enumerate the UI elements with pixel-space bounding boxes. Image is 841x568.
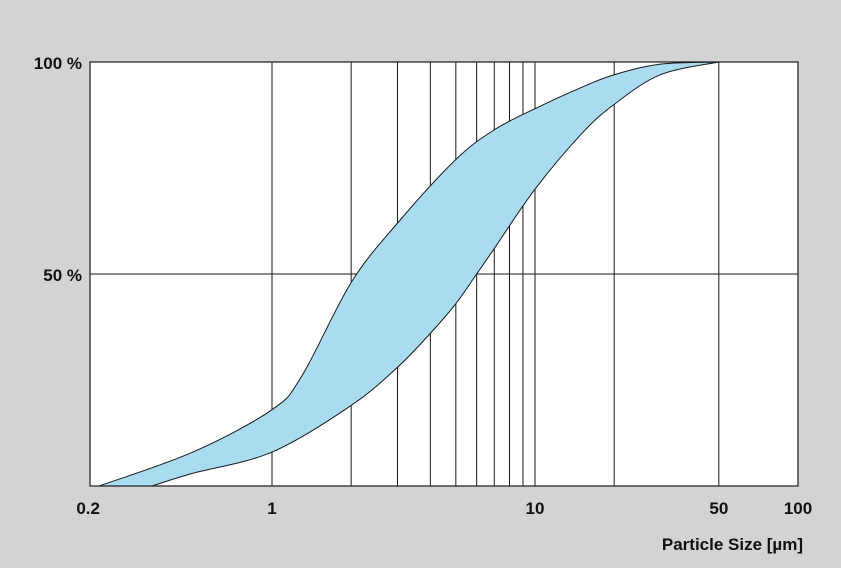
x-tick-label: 1 [267, 499, 276, 518]
x-tick-label: 0.2 [76, 499, 100, 518]
x-tick-label: 10 [526, 499, 545, 518]
x-axis-title: Particle Size [µm] [662, 535, 803, 554]
y-tick-label: 50 % [43, 266, 82, 285]
y-tick-label: 100 % [34, 54, 82, 73]
x-tick-labels: 0.2 1 10 50 100 [76, 499, 812, 518]
size-distribution-band [98, 61, 719, 487]
y-tick-labels: 50 % 100 % [34, 54, 82, 285]
x-tick-label: 100 [784, 499, 812, 518]
x-tick-label: 50 [709, 499, 728, 518]
plot-frame [89, 61, 799, 487]
